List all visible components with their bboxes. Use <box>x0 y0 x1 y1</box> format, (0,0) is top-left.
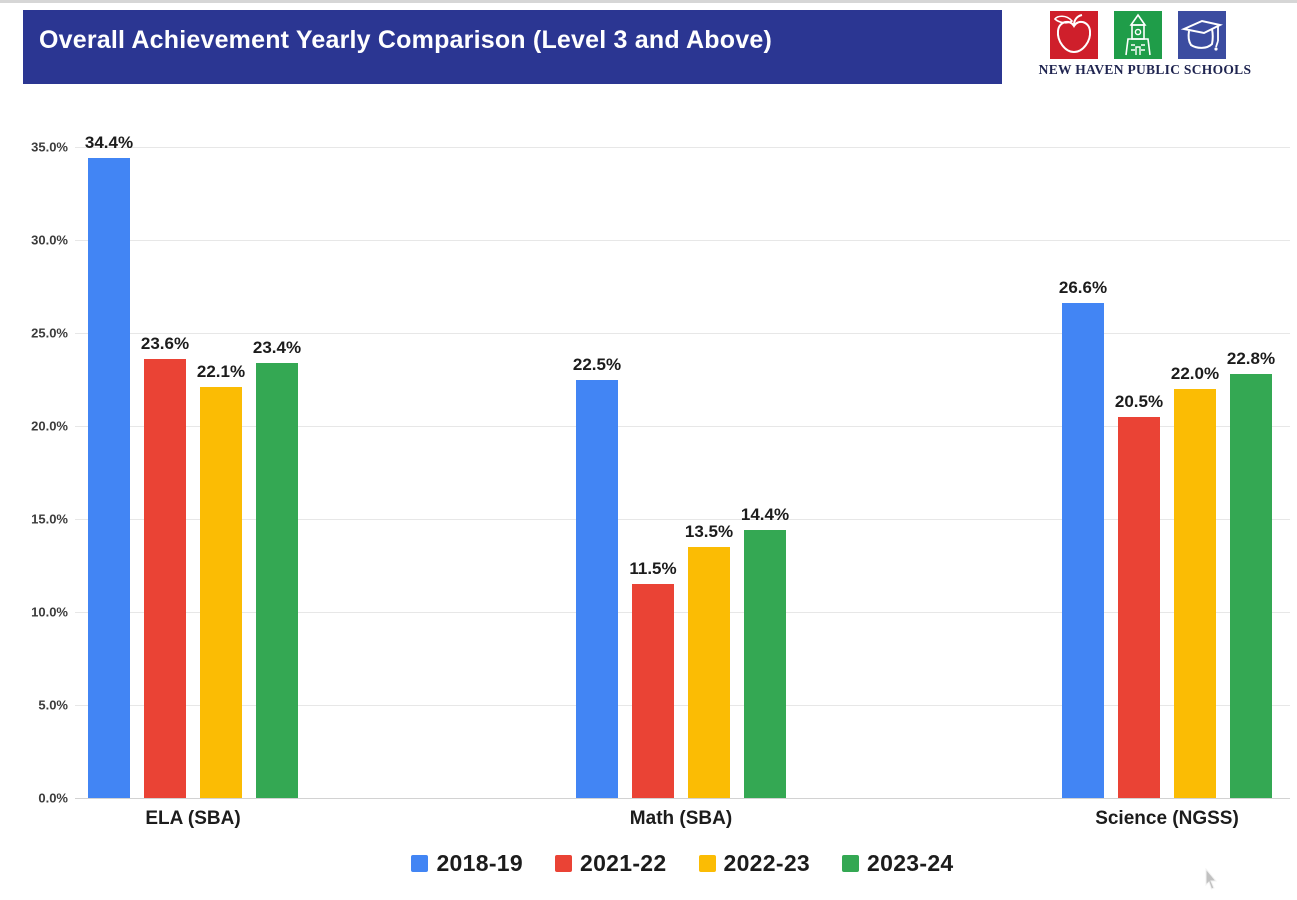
title-banner: Overall Achievement Yearly Comparison (L… <box>23 10 1002 84</box>
y-axis-tick-label: 0.0% <box>38 790 68 806</box>
district-logo: NEW HAVEN PUBLIC SCHOOLS <box>1010 8 1280 86</box>
bar-value-label: 13.5% <box>684 521 734 541</box>
graduation-cap-icon <box>1178 11 1226 59</box>
bar-2023-24-math-sba- <box>744 530 786 798</box>
bar-value-label: 22.1% <box>196 361 246 381</box>
bar-value-label: 22.0% <box>1170 363 1220 383</box>
bar-2022-23-math-sba- <box>688 546 730 798</box>
apple-icon <box>1050 11 1098 59</box>
bar-value-label: 23.6% <box>140 334 190 354</box>
chart-legend: 2018-19 2021-22 2022-23 2023-24 <box>75 846 1290 880</box>
bar-2018-19-ela-sba- <box>88 158 130 798</box>
bar-2018-19-math-sba- <box>576 379 618 798</box>
grid-line <box>75 147 1290 148</box>
y-axis-tick-label: 10.0% <box>31 604 68 620</box>
bar-value-label: 34.4% <box>84 133 134 153</box>
x-axis-category-label: ELA (SBA) <box>145 808 241 829</box>
legend-swatch-icon <box>698 854 716 872</box>
bar-2021-22-ela-sba- <box>144 359 186 798</box>
legend-label: 2021-22 <box>579 849 667 876</box>
bar-value-label: 26.6% <box>1058 278 1108 298</box>
mouse-cursor-icon <box>1205 868 1218 890</box>
grid-line <box>75 240 1290 241</box>
schoolhouse-icon <box>1114 11 1162 59</box>
grid-line <box>75 612 1290 613</box>
y-axis-tick-label: 30.0% <box>31 232 68 248</box>
x-axis-category-label: Science (NGSS) <box>1095 808 1239 829</box>
bar-value-label: 22.8% <box>1226 348 1276 368</box>
legend-swatch-icon <box>554 854 572 872</box>
bar-value-label: 22.5% <box>572 354 622 374</box>
bar-2023-24-ela-sba- <box>256 362 298 798</box>
legend-swatch-icon <box>842 854 860 872</box>
bar-2021-22-math-sba- <box>632 584 674 798</box>
legend-label: 2022-23 <box>723 849 811 876</box>
y-axis-tick-label: 35.0% <box>31 139 68 155</box>
y-axis-tick-label: 25.0% <box>31 325 68 341</box>
legend-item-2018-19: 2018-19 <box>411 850 523 877</box>
grid-line <box>75 705 1290 706</box>
bar-value-label: 23.4% <box>252 337 302 357</box>
bar-2023-24-science-ngss- <box>1230 373 1272 798</box>
legend-swatch-icon <box>411 854 429 872</box>
bar-value-label: 14.4% <box>740 505 790 525</box>
y-axis-tick-label: 20.0% <box>31 418 68 434</box>
bar-2022-23-ela-sba- <box>200 386 242 798</box>
logo-caption: NEW HAVEN PUBLIC SCHOOLS <box>1038 62 1252 77</box>
grid-line <box>75 426 1290 427</box>
x-axis-category-label: Math (SBA) <box>629 808 733 829</box>
bar-2022-23-science-ngss- <box>1174 388 1216 798</box>
grid-line <box>75 798 1290 799</box>
legend-label: 2018-19 <box>436 849 523 876</box>
legend-item-2021-22: 2021-22 <box>554 849 667 877</box>
grid-line <box>75 519 1290 520</box>
bar-2021-22-science-ngss- <box>1118 416 1160 798</box>
grid-line <box>75 333 1290 334</box>
bar-2018-19-science-ngss- <box>1062 303 1104 798</box>
chart-title: Overall Achievement Yearly Comparison (L… <box>39 25 772 54</box>
slide-top-edge <box>0 0 1297 3</box>
bar-value-label: 20.5% <box>1114 391 1164 411</box>
y-axis-tick-label: 5.0% <box>38 697 68 713</box>
legend-item-2023-24: 2023-24 <box>842 850 954 877</box>
y-axis-tick-label: 15.0% <box>31 511 68 527</box>
bar-value-label: 11.5% <box>629 559 677 579</box>
legend-item-2022-23: 2022-23 <box>698 849 811 877</box>
legend-label: 2023-24 <box>867 849 954 876</box>
